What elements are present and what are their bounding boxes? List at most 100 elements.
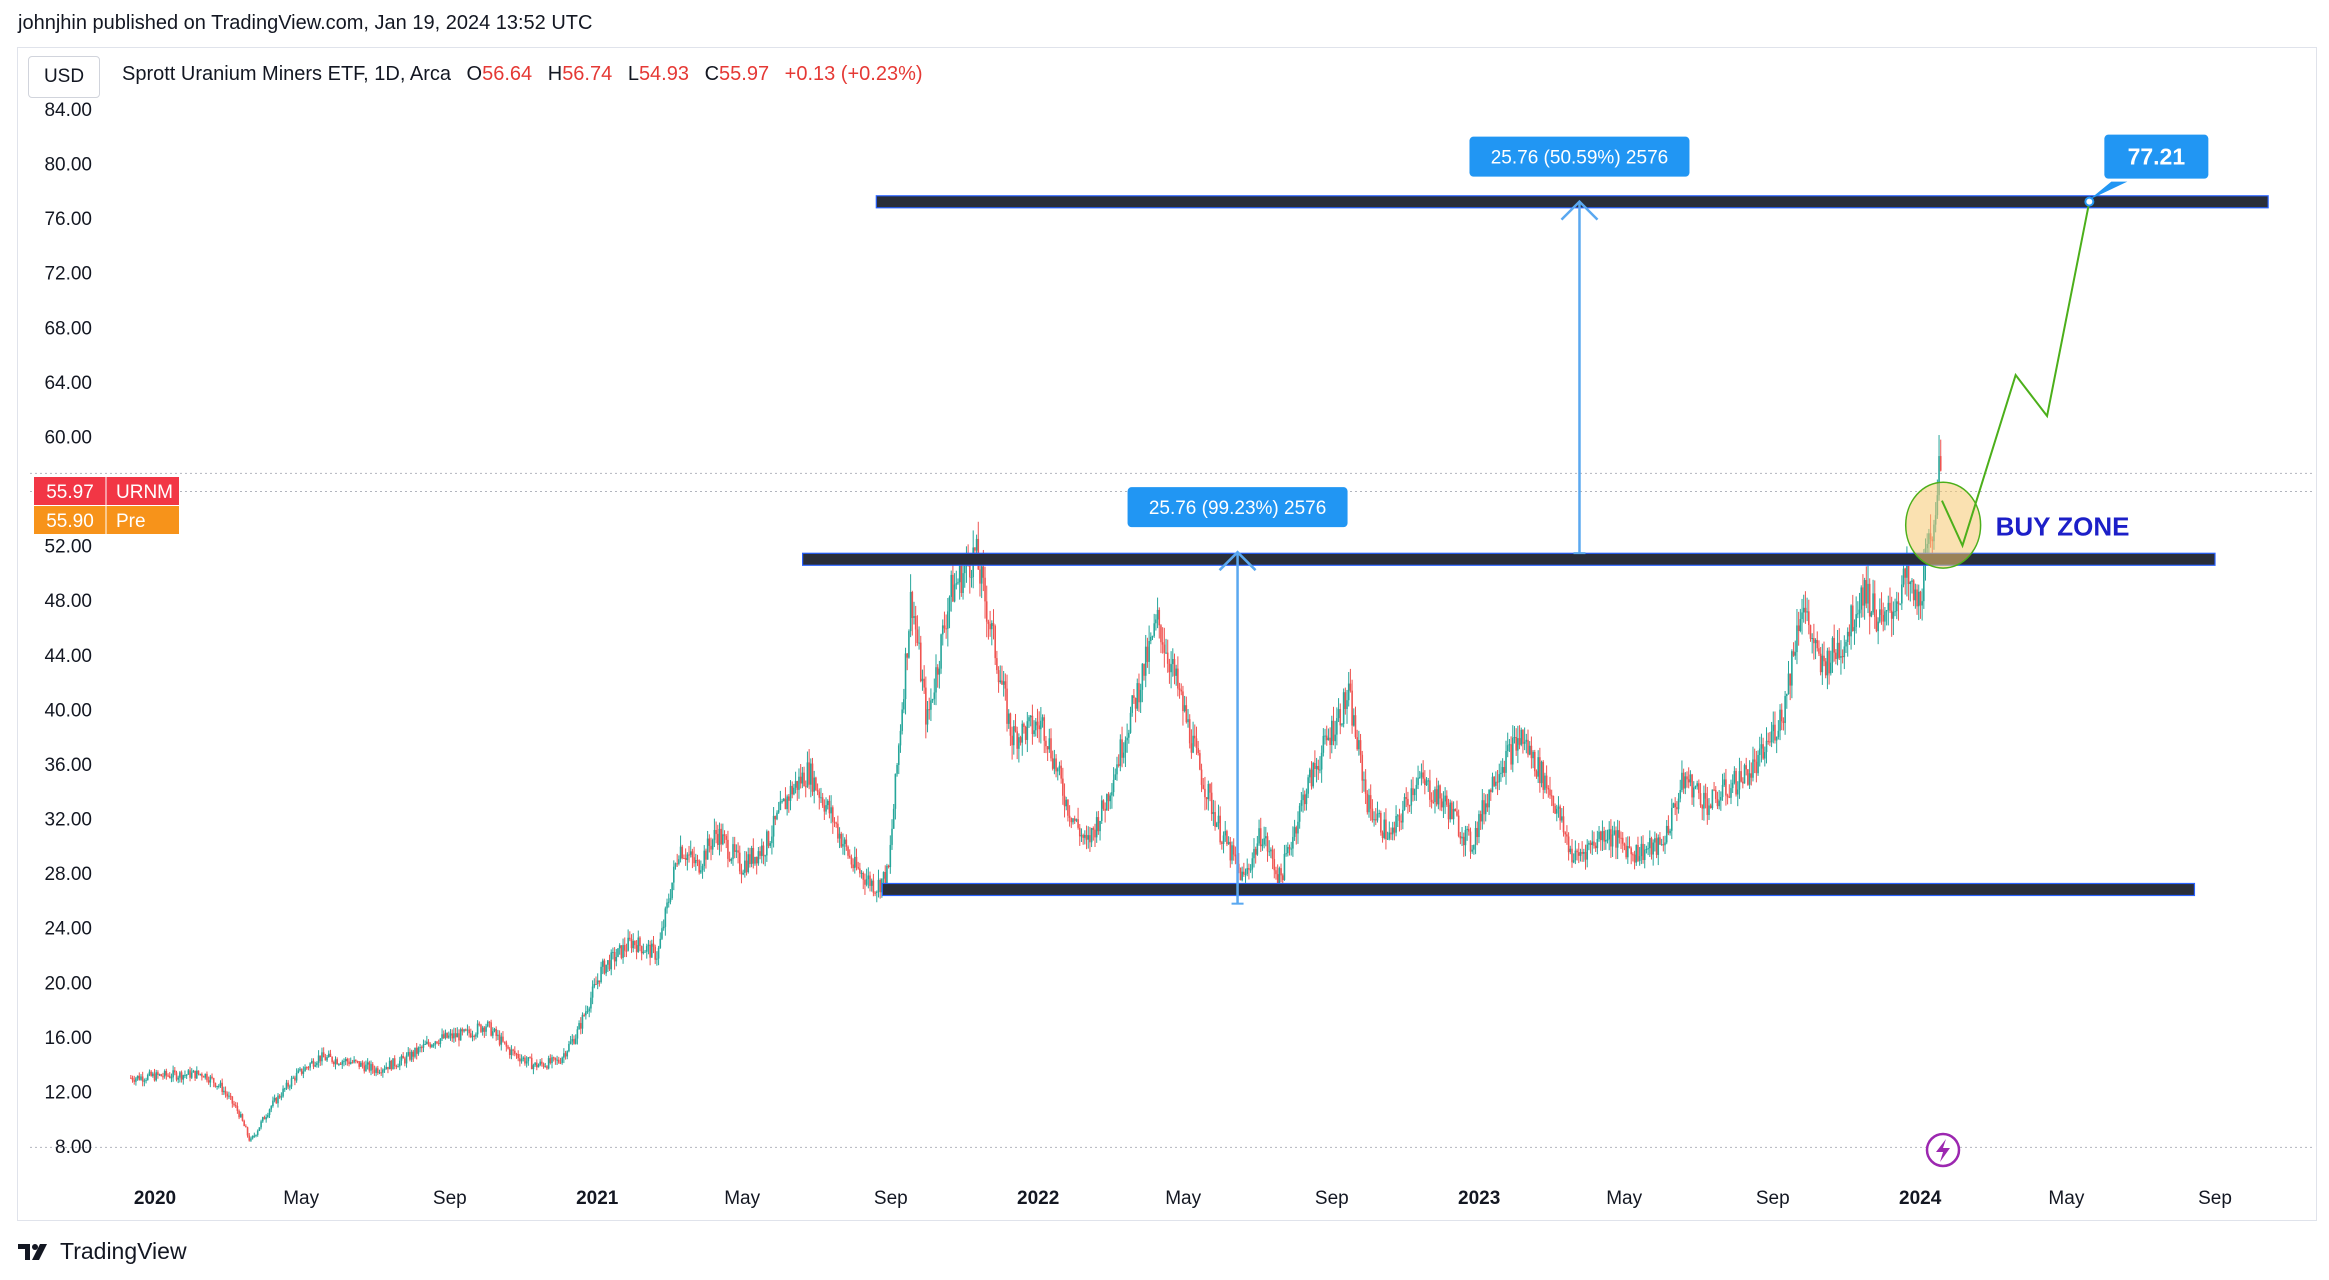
candle-body [1753, 759, 1756, 762]
candle-down [832, 805, 834, 834]
candle-body [1109, 795, 1112, 802]
candle-body [329, 1053, 332, 1057]
currency-button[interactable]: USD [28, 56, 100, 98]
candle-down [928, 697, 931, 720]
candle-body [1747, 769, 1749, 785]
candle-down [483, 1026, 486, 1038]
candle-up [1894, 598, 1896, 617]
candle-body [870, 880, 873, 886]
y-tick-label: 24.00 [44, 919, 92, 940]
candle-down [329, 1049, 332, 1057]
candle-body [1787, 673, 1790, 695]
candle-up [569, 1035, 572, 1045]
candle-up [1417, 765, 1419, 790]
candle-down [1188, 714, 1191, 749]
candle-body [1907, 564, 1910, 585]
published-by: johnjhin published on TradingView.com, J… [18, 12, 593, 34]
candle-up [1151, 635, 1154, 641]
candle-down [1599, 830, 1602, 851]
candle-down [1576, 848, 1578, 861]
candle-up [537, 1063, 540, 1068]
candle-up [1895, 591, 1898, 620]
candle-up [1026, 711, 1029, 753]
candle-up [260, 1119, 262, 1130]
candle-up [317, 1050, 320, 1068]
candle-body [859, 868, 861, 874]
candle-up [1217, 804, 1220, 830]
candle-up [1290, 841, 1293, 856]
candle-body [948, 596, 951, 612]
candle-body [248, 1135, 251, 1141]
candle-body [1380, 812, 1382, 833]
candle-body [1769, 741, 1771, 743]
candle-body [957, 582, 959, 584]
candle-body [1762, 744, 1764, 759]
candle-up [568, 1040, 570, 1053]
candle-down [716, 824, 719, 850]
candle-down [803, 766, 805, 787]
candle-body [1495, 781, 1497, 786]
candle-up [1731, 774, 1734, 793]
candle-up [1760, 733, 1763, 763]
grid-layer [30, 472, 2315, 1148]
candle-body [282, 1088, 284, 1097]
candle-up [1347, 672, 1350, 707]
candle-body [1006, 688, 1008, 724]
candle-body [1185, 705, 1188, 723]
candle-up [239, 1111, 242, 1118]
candle-down [168, 1072, 171, 1079]
candle-body [1596, 838, 1599, 849]
candle-body [1836, 642, 1839, 659]
candle-down [1248, 863, 1250, 880]
candle-down [1816, 631, 1819, 652]
candle-up [360, 1060, 362, 1067]
candle-down [1310, 761, 1313, 790]
candle-down [1011, 726, 1013, 760]
lightning-icon[interactable] [1925, 1132, 1961, 1168]
candle-down [1496, 769, 1499, 796]
candle-body [456, 1033, 459, 1038]
candle-body [1060, 765, 1062, 779]
candle-up [782, 797, 785, 802]
candle-up [615, 948, 618, 967]
candle-up [1901, 575, 1903, 610]
candle-body [1613, 830, 1616, 835]
candle-up [1386, 831, 1389, 841]
candle-body [950, 574, 953, 597]
candle-down [207, 1076, 210, 1085]
candle-up [1779, 704, 1781, 741]
candle-body [799, 776, 802, 784]
candle-up [930, 688, 932, 722]
candle-up [798, 768, 800, 799]
candle-body [387, 1066, 389, 1070]
candle-down [557, 1056, 560, 1064]
candle-body [1868, 583, 1871, 617]
candle-body [535, 1062, 538, 1068]
candle-up [586, 1005, 589, 1014]
candle-body [360, 1062, 362, 1067]
candle-body [1525, 739, 1528, 742]
candle-down [945, 614, 947, 639]
candle-up [1442, 791, 1445, 819]
candle-body [1851, 605, 1854, 632]
candle-body [311, 1060, 313, 1064]
candle-up [314, 1061, 317, 1068]
candle-down [508, 1046, 511, 1059]
candle-up [913, 601, 915, 625]
candle-body [952, 574, 954, 602]
candle-body [1894, 611, 1896, 613]
candle-body [1919, 591, 1922, 606]
candle-body [1654, 838, 1656, 843]
candle-up [742, 869, 744, 876]
candle-body [241, 1114, 244, 1121]
candle-up [353, 1056, 355, 1064]
candle-up [196, 1066, 198, 1080]
chart-pane[interactable] [17, 47, 2317, 1221]
candle-body [1730, 788, 1732, 798]
candle-body [1068, 815, 1071, 818]
candle-down [226, 1091, 229, 1100]
candle-body [1577, 852, 1580, 856]
x-axis: 2020 May Sep 2021 May Sep 2022 May Sep 2023 May Sep… [134, 1188, 2232, 1209]
